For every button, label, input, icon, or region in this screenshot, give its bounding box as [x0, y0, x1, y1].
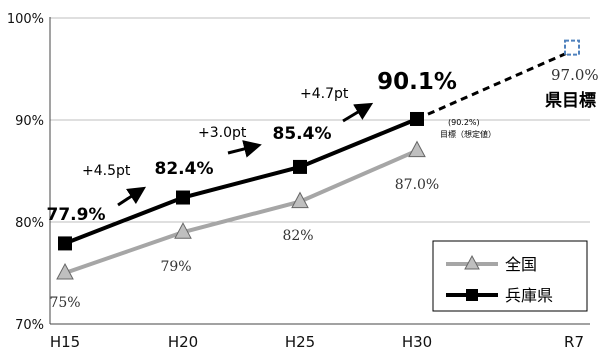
- target-dashed-line: [416, 51, 569, 121]
- legend: 全国 兵庫県: [432, 240, 588, 312]
- increment-annotations: +4.5pt +3.0pt +4.7pt: [82, 86, 374, 207]
- data-point: [176, 190, 190, 205]
- data-labels: 75% 79% 82% 87.0% 77.9% 82.4% 85.4% 90.1%: [47, 69, 457, 311]
- series-line: [64, 148, 418, 275]
- target-group: 97.0% 県目標: [416, 39, 599, 121]
- data-label: 77.9%: [47, 205, 106, 225]
- increment-label-3: +4.7pt: [300, 86, 349, 102]
- data-label: 87.0%: [395, 177, 439, 193]
- y-tick-label: 90%: [15, 114, 44, 129]
- assumed-value: (90.2%): [448, 118, 480, 127]
- legend-marker-hyogo: [466, 289, 478, 301]
- data-point: [174, 222, 192, 239]
- x-tick-label: H20: [168, 333, 198, 351]
- increment-arrow-2: [227, 140, 262, 158]
- increment-label-2: +3.0pt: [198, 125, 247, 141]
- series-lines: [64, 117, 418, 275]
- axes: [49, 17, 590, 325]
- data-point: [291, 191, 309, 209]
- increment-arrow-3: [342, 102, 374, 123]
- target-marker: [564, 39, 580, 56]
- grid-lines: [50, 17, 590, 223]
- x-tick-labels: H15 H20 H25 H30 R7: [50, 333, 584, 351]
- data-label: 85.4%: [273, 124, 332, 144]
- data-label: 90.1%: [377, 69, 457, 95]
- data-label: 82.4%: [155, 159, 214, 179]
- assumed-label: 目標（想定値）: [440, 129, 496, 139]
- legend-marker-zenkoku: [464, 254, 480, 270]
- legend-box: [432, 240, 588, 312]
- y-tick-labels: 70% 80% 90% 100%: [7, 12, 44, 333]
- y-tick-label: 70%: [15, 318, 44, 333]
- target-value-label: 97.0%: [551, 66, 599, 84]
- legend-label-hyogo: 兵庫県: [505, 286, 553, 305]
- x-tick-label: R7: [564, 333, 584, 351]
- data-point: [408, 140, 426, 158]
- legend-label-zenkoku: 全国: [505, 255, 537, 274]
- data-point: [56, 262, 74, 280]
- y-tick-label: 80%: [15, 216, 44, 231]
- target-name-label: 県目標: [545, 90, 596, 111]
- data-point: [58, 236, 72, 251]
- x-tick-label: H30: [402, 333, 432, 351]
- increment-label-1: +4.5pt: [82, 163, 131, 179]
- x-tick-label: H15: [50, 333, 80, 351]
- increment-arrow-1: [117, 186, 147, 207]
- assumed-target-annotation: (90.2%) 目標（想定値）: [440, 118, 496, 139]
- data-label: 79%: [160, 259, 191, 275]
- series-line: [64, 117, 418, 246]
- data-point: [293, 159, 307, 174]
- y-tick-label: 100%: [7, 12, 44, 27]
- data-label: 82%: [282, 228, 313, 244]
- x-tick-label: H25: [285, 333, 315, 351]
- data-label: 75%: [49, 295, 80, 311]
